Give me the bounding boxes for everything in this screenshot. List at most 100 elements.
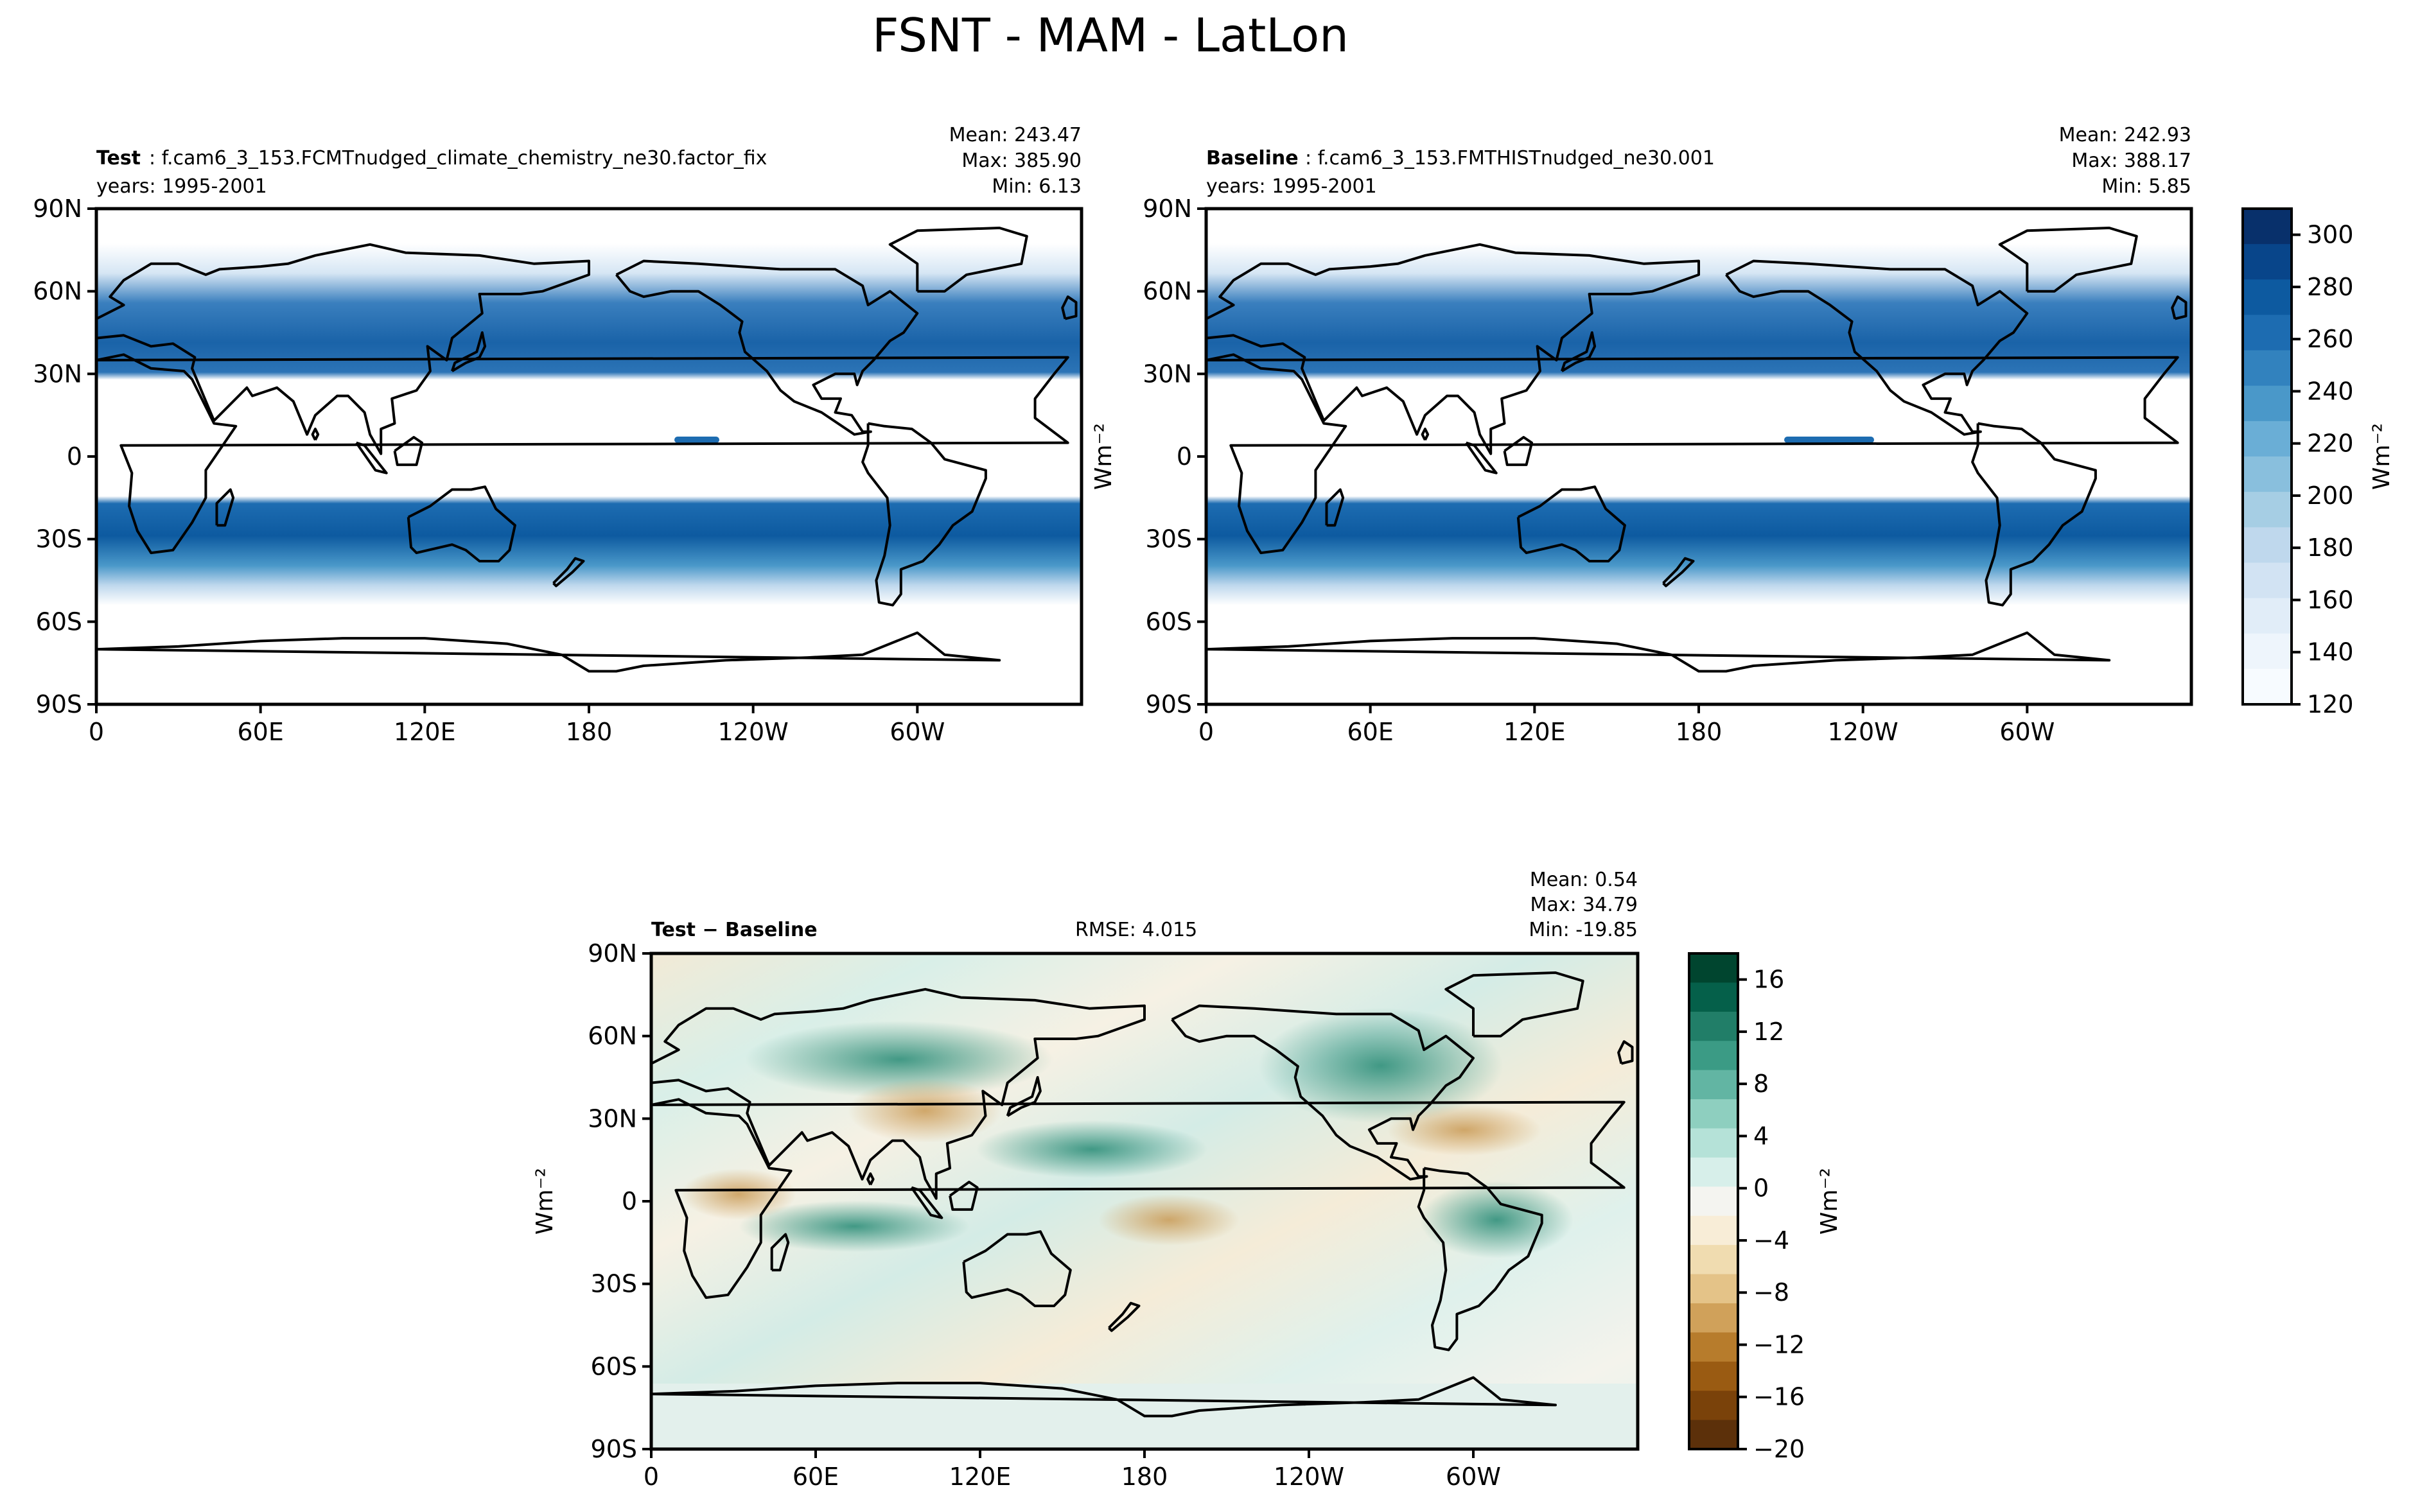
test-max: Max: 385.90: [961, 150, 1082, 172]
coastline: [1061, 295, 1078, 320]
colorbar-swatch: [2243, 492, 2292, 528]
baseline-y-axis: 90N 60N 30N 0 30S 60S 90S: [1143, 195, 1206, 718]
baseline-field: [1206, 209, 2191, 704]
coastline: [215, 488, 235, 527]
y-tick-label: 60S: [36, 607, 82, 636]
colorbar-tick-label: 240: [2307, 377, 2354, 405]
x-tick-label: 180: [1676, 718, 1723, 746]
baseline-years: years: 1995-2001: [1206, 175, 1377, 198]
x-tick-label: 120W: [1274, 1463, 1344, 1491]
x-tick-label: 60E: [237, 718, 283, 746]
main-ylabel: Wm⁻²: [1091, 423, 1117, 490]
colorbar-tick-label: −8: [1753, 1278, 1789, 1307]
coastline: [96, 243, 590, 455]
colorbar-swatch: [2243, 385, 2292, 422]
diff-field: [651, 953, 1638, 1449]
colorbar-tick-label: 8: [1753, 1070, 1769, 1098]
colorbar-tick-label: 12: [1753, 1018, 1784, 1046]
coastline: [615, 259, 919, 436]
colorbar-swatch: [1689, 1420, 1738, 1450]
colorbar-tick-label: 0: [1753, 1174, 1769, 1203]
x-tick-label: 120E: [949, 1463, 1012, 1491]
coastline: [2171, 295, 2187, 320]
y-tick-label: 90N: [33, 195, 82, 223]
colorbar-tick-label: 160: [2307, 586, 2354, 614]
colorbar-swatch: [1689, 1070, 1738, 1100]
x-tick-label: 120W: [1828, 718, 1898, 746]
colorbar-swatch: [2243, 633, 2292, 670]
colorbar-swatch: [1689, 1157, 1738, 1187]
colorbar-swatch: [1689, 1391, 1738, 1421]
diff-positive-anomaly: [739, 1201, 970, 1252]
colorbar-swatch: [2243, 668, 2292, 705]
y-tick-label: 30N: [588, 1104, 637, 1133]
x-tick-label: 60W: [890, 718, 945, 746]
colorbar-swatch: [1689, 1128, 1738, 1158]
coastline: [651, 1098, 1626, 1299]
colorbar-swatch: [1689, 1186, 1738, 1217]
coastline: [1325, 488, 1345, 527]
y-tick-label: 0: [622, 1187, 637, 1215]
y-tick-label: 90S: [36, 690, 82, 718]
diff-positive-anomaly: [745, 1021, 1053, 1098]
y-tick-label: 0: [1177, 442, 1192, 471]
coastline: [1006, 1076, 1042, 1117]
coastline: [311, 428, 320, 441]
coastline: [1561, 331, 1597, 372]
coastline: [1206, 243, 1700, 455]
colorbar-swatch: [2243, 598, 2292, 634]
diff-mean: Mean: 0.54: [1530, 869, 1638, 891]
test-coastlines: [96, 227, 1078, 673]
coastline: [962, 1230, 1072, 1307]
coastline: [96, 353, 1069, 555]
test-y-axis: 90N 60N 30N 0 30S 60S 90S: [33, 195, 96, 718]
colorbar-tick-label: 4: [1753, 1122, 1769, 1150]
test-x-axis: 0 60E 120E 180 120W 60W: [89, 704, 945, 746]
coastline: [552, 557, 585, 587]
colorbar-swatch: [2243, 350, 2292, 387]
y-tick-label: 60N: [33, 277, 82, 306]
coastline: [96, 631, 1001, 673]
y-tick-label: 30N: [1143, 360, 1192, 388]
coastline: [1516, 485, 1626, 562]
colorbar-tick-label: 180: [2307, 534, 2354, 562]
colorbar-swatch: [1689, 1361, 1738, 1391]
coastline: [1206, 353, 2179, 555]
colorbar-swatch: [2243, 527, 2292, 564]
y-tick-label: 30N: [33, 360, 82, 388]
test-field-detail: [674, 437, 719, 443]
diff-label: Test − Baseline: [651, 919, 818, 941]
coastline: [1465, 441, 1498, 474]
x-tick-label: 120W: [718, 718, 789, 746]
x-tick-label: 60W: [1999, 718, 2055, 746]
diff-min: Min: -19.85: [1529, 919, 1638, 941]
y-tick-label: 30S: [36, 525, 82, 553]
coastline: [1444, 971, 1584, 1038]
coastline: [770, 1233, 790, 1272]
coastline: [1108, 1301, 1141, 1332]
test-label-case: : f.cam6_3_153.FCMTnudged_climate_chemis…: [149, 147, 767, 169]
colorbar-swatch: [1689, 1041, 1738, 1071]
x-tick-label: 180: [566, 718, 613, 746]
colorbar-tick-label: 300: [2307, 221, 2354, 249]
test-map-panel: Test : f.cam6_3_153.FCMTnudged_climate_c…: [33, 124, 1083, 746]
x-tick-label: 0: [1198, 718, 1214, 746]
baseline-map-panel: Baseline : f.cam6_3_153.FMTHISTnudged_ne…: [1143, 124, 2193, 746]
colorbar-swatch: [1689, 1099, 1738, 1129]
figure-title: FSNT - MAM - LatLon: [872, 8, 1349, 62]
diff-positive-anomaly: [1259, 1008, 1503, 1124]
coastline: [949, 1181, 979, 1211]
colorbar-frame: [1688, 952, 1739, 1450]
coastline: [866, 1172, 875, 1186]
coastline: [1998, 227, 2138, 293]
x-tick-label: 0: [89, 718, 104, 746]
baseline-min: Min: 5.85: [2101, 175, 2191, 198]
x-tick-label: 60E: [1347, 718, 1393, 746]
x-tick-label: 120E: [394, 718, 456, 746]
coastline: [393, 436, 424, 466]
x-tick-label: 60W: [1446, 1463, 1501, 1491]
diff-negative-anomaly: [681, 1169, 796, 1220]
coastline: [651, 1376, 1557, 1418]
coastline: [1971, 422, 2097, 607]
